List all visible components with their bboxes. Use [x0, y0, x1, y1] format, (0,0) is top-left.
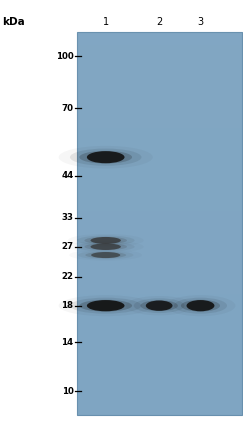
Bar [77, 71, 242, 77]
Ellipse shape [146, 301, 173, 311]
Ellipse shape [174, 298, 227, 314]
Bar [77, 268, 242, 275]
Bar [77, 294, 242, 300]
Ellipse shape [140, 300, 178, 311]
Bar [77, 192, 242, 198]
Bar [77, 306, 242, 313]
Bar [77, 338, 242, 345]
Bar [77, 217, 242, 224]
Ellipse shape [90, 237, 121, 244]
Ellipse shape [70, 298, 141, 314]
Bar [77, 370, 242, 376]
Bar [77, 319, 242, 326]
Bar [77, 128, 242, 134]
Bar [77, 109, 242, 115]
Bar [77, 287, 242, 294]
Bar [77, 243, 242, 249]
Text: 33: 33 [61, 213, 73, 222]
Bar [77, 51, 242, 58]
Text: 27: 27 [61, 242, 73, 251]
Ellipse shape [84, 237, 127, 244]
Bar [77, 249, 242, 255]
Bar [77, 376, 242, 383]
Bar [77, 281, 242, 287]
Bar [77, 45, 242, 51]
Bar [77, 77, 242, 83]
Bar [77, 345, 242, 351]
Bar [77, 179, 242, 185]
Bar [77, 351, 242, 357]
Bar [77, 185, 242, 192]
Ellipse shape [85, 252, 126, 258]
Bar [77, 364, 242, 370]
Ellipse shape [91, 252, 120, 258]
Bar [77, 90, 242, 96]
Ellipse shape [134, 298, 185, 313]
Bar [77, 39, 242, 45]
Ellipse shape [90, 244, 121, 250]
Text: 10: 10 [62, 387, 73, 396]
Bar [77, 32, 242, 39]
Bar [77, 230, 242, 236]
Bar [77, 160, 242, 166]
Text: 2: 2 [156, 17, 162, 27]
Bar [77, 64, 242, 71]
Bar [77, 396, 242, 402]
Bar [77, 224, 242, 230]
Ellipse shape [77, 235, 135, 245]
Bar [77, 198, 242, 204]
Bar [77, 122, 242, 128]
Ellipse shape [79, 300, 132, 311]
Ellipse shape [87, 300, 125, 311]
Bar [77, 166, 242, 173]
Text: 3: 3 [197, 17, 204, 27]
Bar [77, 102, 242, 109]
Ellipse shape [70, 149, 141, 166]
Ellipse shape [84, 243, 127, 250]
Bar [77, 211, 242, 217]
Bar [77, 255, 242, 262]
Bar [77, 262, 242, 268]
Bar [77, 332, 242, 338]
Ellipse shape [187, 300, 214, 311]
Text: 70: 70 [61, 104, 73, 113]
Bar [77, 58, 242, 64]
Ellipse shape [78, 251, 133, 259]
Bar [77, 83, 242, 90]
Bar [77, 357, 242, 364]
Bar [77, 204, 242, 211]
Text: 44: 44 [61, 171, 73, 180]
Bar [77, 115, 242, 122]
Bar [77, 275, 242, 281]
Bar [77, 236, 242, 243]
Bar [77, 326, 242, 332]
Ellipse shape [77, 242, 135, 251]
Bar [77, 173, 242, 179]
Bar [77, 408, 242, 415]
Ellipse shape [87, 151, 125, 163]
Bar [77, 134, 242, 141]
Text: 1: 1 [103, 17, 109, 27]
Bar [77, 383, 242, 389]
Text: 22: 22 [61, 272, 73, 281]
Text: 14: 14 [61, 338, 73, 347]
Bar [77, 402, 242, 408]
Text: kDa: kDa [2, 17, 25, 27]
Ellipse shape [181, 300, 220, 311]
Bar [77, 141, 242, 147]
Bar [77, 32, 242, 415]
Bar [77, 389, 242, 396]
Text: 100: 100 [56, 52, 73, 61]
Bar [77, 96, 242, 102]
Text: 18: 18 [61, 301, 73, 310]
Ellipse shape [79, 151, 132, 164]
Bar [77, 153, 242, 160]
Bar [77, 147, 242, 153]
Bar [77, 300, 242, 306]
Bar [77, 313, 242, 319]
